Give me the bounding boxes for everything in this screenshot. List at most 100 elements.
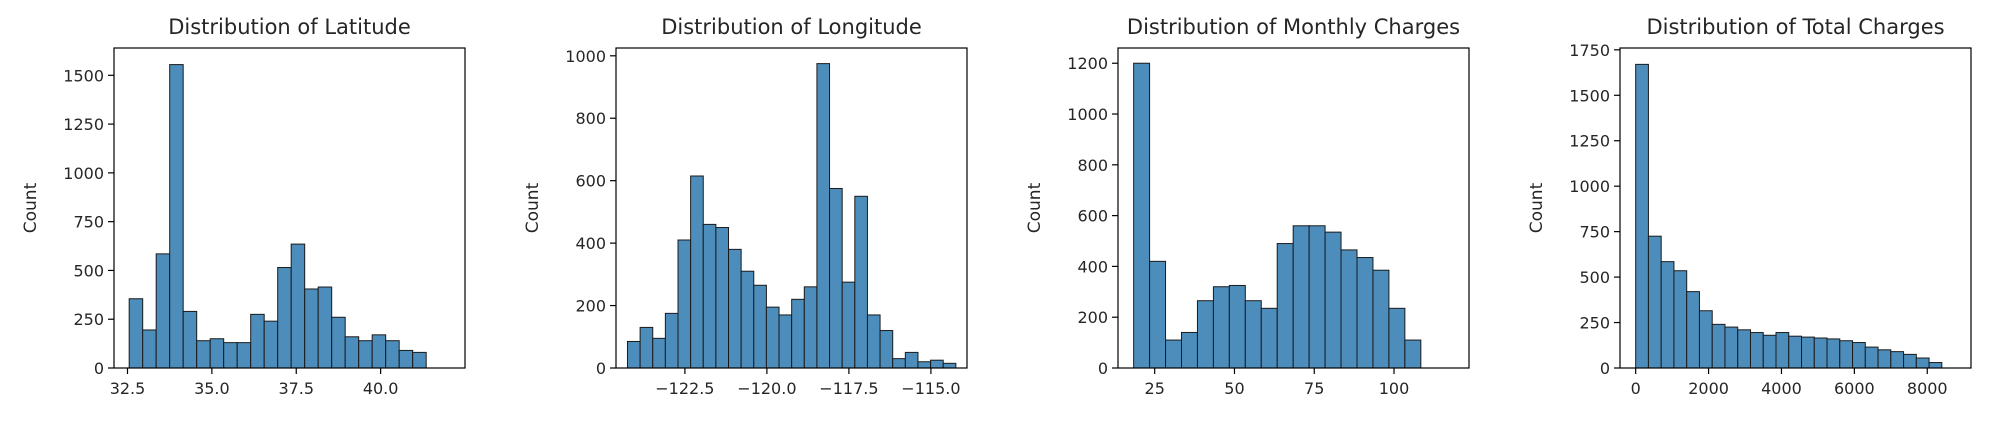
chart-title: Distribution of Monthly Charges [1127,15,1460,39]
y-axis-label: Count [21,182,41,233]
axes-frame [1619,47,1972,369]
histogram-bar [626,340,641,369]
histogram-bar [317,286,333,369]
histogram-bar [1686,291,1700,369]
histogram-bar [1877,349,1892,369]
histogram-bar [753,284,767,369]
x-tick-label: −122.5 [655,379,714,398]
histogram-bar [1340,249,1358,369]
histogram-bar [930,359,944,369]
histogram-bar [1165,339,1182,369]
y-tick-label: 1000 [1569,177,1610,196]
histogram-bar [277,267,292,369]
x-tick-label: 32.5 [110,379,146,398]
y-tick-label: 1750 [1569,41,1610,60]
histogram-bar [791,298,805,369]
histogram-bar [1372,269,1390,369]
x-tick-label: −120.0 [737,379,796,398]
x-tick-label: 50 [1224,379,1244,398]
histogram-bar [664,312,679,369]
histogram-bar [715,227,730,369]
y-tick-label: 1500 [1569,86,1610,105]
x-tick-label: 40.0 [363,379,399,398]
histogram-panel: −122.5 −120.0 −117.5 −115.0 0 200 400 600 800 100… [523,15,968,398]
histogram-bar [816,63,831,369]
histogram-bar [1647,235,1662,369]
histogram-bar [344,336,360,369]
histogram-panel: 25 50 75 100020040060080010001200Distributi… [1025,15,1470,398]
histogram-bar [263,320,279,369]
histogram-bar [1762,334,1777,369]
y-tick-label: 400 [575,234,606,253]
histogram-bar [304,288,319,369]
y-tick-label: 0 [1600,359,1610,378]
y-tick-label: 0 [94,359,104,378]
y-tick-label: 1500 [63,66,104,85]
y-tick-label: 750 [1579,223,1610,242]
x-tick-label: 100 [1379,379,1410,398]
histogram-bar [904,351,919,369]
histogram-bar [223,342,238,369]
y-tick-label: 1250 [63,115,104,134]
y-axis-label: Count [1025,182,1045,233]
x-tick-label: 0 [1631,379,1641,398]
histogram-bar [169,64,184,369]
y-tick-label: 800 [1077,156,1108,175]
histogram-bar [236,342,252,369]
x-tick-label: 37.5 [278,379,314,398]
histogram-bar [182,310,198,369]
chart-title: Distribution of Total Charges [1646,15,1944,39]
y-tick-label: 0 [596,359,606,378]
histogram-bar [1673,270,1688,369]
histogram-bar [1711,323,1726,369]
x-tick-label: 8000 [1907,379,1948,398]
histogram-bar [1308,225,1326,369]
histogram-bar [1356,257,1374,369]
y-tick-label: 200 [1077,308,1108,327]
axes-frame [615,47,968,369]
y-tick-label: 250 [1579,314,1610,333]
histogram-bar [728,248,742,369]
histogram-bar [879,330,894,369]
histogram-bar [209,338,225,369]
histogram-bar [1388,307,1406,369]
y-tick-label: 600 [575,172,606,191]
y-tick-label: 1200 [1067,54,1108,73]
y-tick-label: 1000 [565,47,606,66]
histogram-bar [1928,362,1943,369]
x-tick-label: 6000 [1834,379,1875,398]
histogram-bar [1775,332,1790,369]
histogram-bar [1890,351,1905,369]
y-axis-label: Count [1527,182,1547,233]
histogram-bar [778,314,793,369]
histogram-bar [1276,243,1294,369]
histogram-bar [1737,329,1751,369]
histogram-bar [829,187,843,369]
y-tick-label: 250 [73,310,104,329]
histogram-bar [398,349,414,369]
histogram-bar [803,286,818,369]
y-tick-label: 1000 [63,164,104,183]
x-tick-label: −117.5 [819,379,878,398]
histogram-bar [677,239,692,369]
histogram-bar [892,358,906,369]
histogram-bar [331,316,346,369]
histogram-bar [385,340,400,369]
histogram-bar [866,314,881,369]
histogram-bar [1404,339,1422,369]
x-tick-label: 2000 [1688,379,1729,398]
histogram-panel: 32.5 35.0 37.5 40.0 0 250 500 750 1000 1250 1500 Di… [21,15,466,398]
histogram-bar [652,337,666,369]
histogram-bar [1228,284,1246,369]
histogram-bar [1180,331,1198,369]
histogram-bar [1864,346,1879,369]
histogram-bar [1801,336,1815,369]
histogram-bar [1698,310,1713,369]
x-tick-label: 4000 [1761,379,1802,398]
histogram-bar [1826,338,1841,369]
histogram-bar [690,175,704,369]
y-tick-label: 600 [1077,207,1108,226]
y-axis-label: Count [523,182,543,233]
histogram-bar [250,313,265,369]
histogram-bar [841,281,856,369]
